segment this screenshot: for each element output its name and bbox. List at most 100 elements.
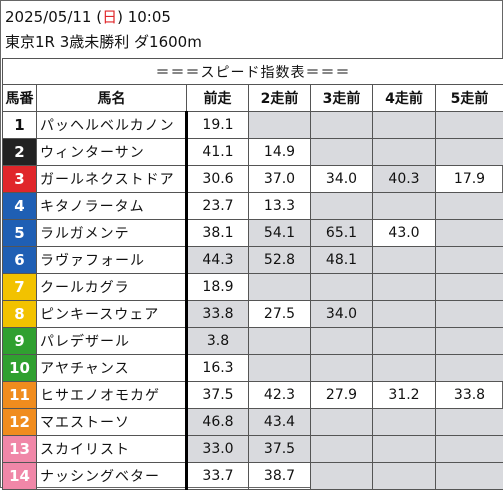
horse-name: ナッシングベター (37, 463, 187, 490)
speed-index-cell (373, 355, 436, 382)
speed-index-cell: 33.8 (187, 301, 249, 328)
column-header-row: 馬番 馬名 前走 2走前 3走前 4走前 5走前 (3, 85, 503, 112)
speed-index-cell: 44.3 (187, 247, 249, 274)
speed-index-cell (373, 328, 436, 355)
speed-index-cell (311, 112, 373, 139)
speed-index-cell: 42.3 (249, 382, 311, 409)
horse-number: 2 (3, 139, 37, 166)
speed-index-cell (373, 463, 436, 490)
speed-index-cell: 18.9 (187, 274, 249, 301)
speed-index-cell: 40.3 (373, 166, 436, 193)
speed-index-cell: 27.5 (249, 301, 311, 328)
race-datetime: 2025/05/11 (日) 10:05 (5, 7, 171, 27)
speed-index-cell: 38.1 (187, 220, 249, 247)
col-header-last: 前走 (187, 85, 249, 112)
speed-index-cell: 27.9 (311, 382, 373, 409)
speed-index-cell: 34.0 (311, 301, 373, 328)
speed-index-cell (373, 247, 436, 274)
speed-index-cell: 17.9 (436, 166, 503, 193)
speed-index-cell (436, 112, 503, 139)
speed-index-cell: 38.7 (249, 463, 311, 490)
speed-index-cell: 37.0 (249, 166, 311, 193)
col-header-2nd: 2走前 (249, 85, 311, 112)
horse-name: マエストーソ (37, 409, 187, 436)
horse-number: 13 (3, 436, 37, 463)
horse-number: 10 (3, 355, 37, 382)
speed-index-cell (436, 328, 503, 355)
speed-index-cell: 13.3 (249, 193, 311, 220)
speed-index-cell: 33.8 (436, 382, 503, 409)
speed-index-cell: 52.8 (249, 247, 311, 274)
horse-number: 1 (3, 112, 37, 139)
speed-index-cell (436, 463, 503, 490)
horse-number: 12 (3, 409, 37, 436)
speed-index-cell (436, 274, 503, 301)
speed-index-cell (373, 193, 436, 220)
speed-index-cell (249, 328, 311, 355)
speed-index-cell (311, 355, 373, 382)
speed-index-cell: 37.5 (187, 382, 249, 409)
speed-index-cell: 14.9 (249, 139, 311, 166)
horse-number: 8 (3, 301, 37, 328)
speed-index-cell (436, 301, 503, 328)
horse-number: 11 (3, 382, 37, 409)
speed-index-cell: 65.1 (311, 220, 373, 247)
horse-name: クールカグラ (37, 274, 187, 301)
speed-index-cell (373, 409, 436, 436)
speed-index-cell: 48.1 (311, 247, 373, 274)
speed-index-cell: 34.0 (311, 166, 373, 193)
horse-name: ガールネクストドア (37, 166, 187, 193)
horse-name: パッヘルベルカノン (37, 112, 187, 139)
speed-index-cell: 43.0 (373, 220, 436, 247)
speed-index-cell: 43.4 (249, 409, 311, 436)
speed-index-cell (436, 247, 503, 274)
speed-index-cell: 3.8 (187, 328, 249, 355)
horse-number: 4 (3, 193, 37, 220)
speed-index-cell: 19.1 (187, 112, 249, 139)
horse-name: アヤチャンス (37, 355, 187, 382)
speed-index-cell: 23.7 (187, 193, 249, 220)
speed-index-cell: 54.1 (249, 220, 311, 247)
speed-index-table: ＝＝＝スピード指数表＝＝＝ 馬番 馬名 前走 2走前 3走前 4走前 5走前 1… (2, 58, 503, 490)
speed-index-cell (311, 139, 373, 166)
speed-index-cell: 33.7 (187, 463, 249, 490)
speed-index-cell (373, 274, 436, 301)
speed-index-cell (373, 301, 436, 328)
speed-index-cell (311, 328, 373, 355)
horse-number: 14 (3, 463, 37, 490)
speed-index-cell: 41.1 (187, 139, 249, 166)
horse-name: パレデザール (37, 328, 187, 355)
horse-name: ヒサエノオモカゲ (37, 382, 187, 409)
col-header-number: 馬番 (3, 85, 37, 112)
speed-index-cell (436, 355, 503, 382)
horse-name: ラルガメンテ (37, 220, 187, 247)
col-header-4th: 4走前 (373, 85, 436, 112)
speed-index-cell: 31.2 (373, 382, 436, 409)
col-header-name: 馬名 (37, 85, 187, 112)
time-text: ) 10:05 (117, 8, 171, 26)
race-info: 東京1R 3歳未勝利 ダ1600m (5, 32, 202, 52)
horse-number: 7 (3, 274, 37, 301)
speed-index-cell (373, 112, 436, 139)
horse-number: 5 (3, 220, 37, 247)
speed-index-cell: 16.3 (187, 355, 249, 382)
speed-index-cell (436, 193, 503, 220)
speed-index-cell (249, 355, 311, 382)
speed-index-cell (249, 112, 311, 139)
speed-index-cell: 37.5 (249, 436, 311, 463)
speed-index-cell: 33.0 (187, 436, 249, 463)
speed-index-cell (436, 409, 503, 436)
horse-name: スカイリスト (37, 436, 187, 463)
